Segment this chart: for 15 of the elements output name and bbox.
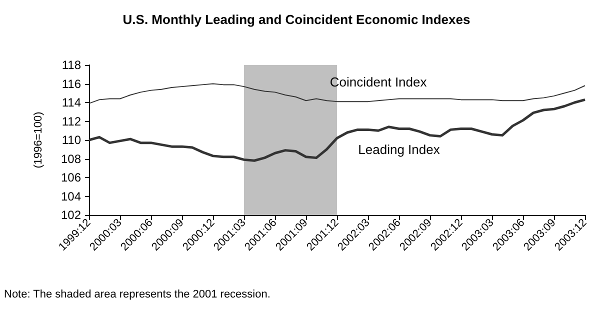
y-tick-label: 104 [60, 189, 82, 204]
y-tick-label: 112 [62, 114, 82, 128]
y-tick-label: 114 [62, 96, 82, 110]
y-tick-label: 102 [60, 208, 82, 222]
y-tick-label: 116 [62, 76, 82, 91]
y-tick-label: 118 [62, 58, 82, 72]
line-series [88, 98, 586, 162]
y-axis-title: (1996=100) [32, 112, 44, 168]
series-label: Coincident Index [330, 74, 428, 90]
text: Note: The shaded area represents the 2001 recession. [4, 288, 270, 300]
y-tick-label: 110 [62, 133, 82, 147]
series-label: Leading Index [358, 142, 440, 157]
y-tick-label: 106 [60, 170, 82, 184]
y-tick-label: 108 [60, 152, 82, 166]
chart-title: U.S. Monthly Leading and Coincident Economic Indexes [122, 12, 470, 27]
